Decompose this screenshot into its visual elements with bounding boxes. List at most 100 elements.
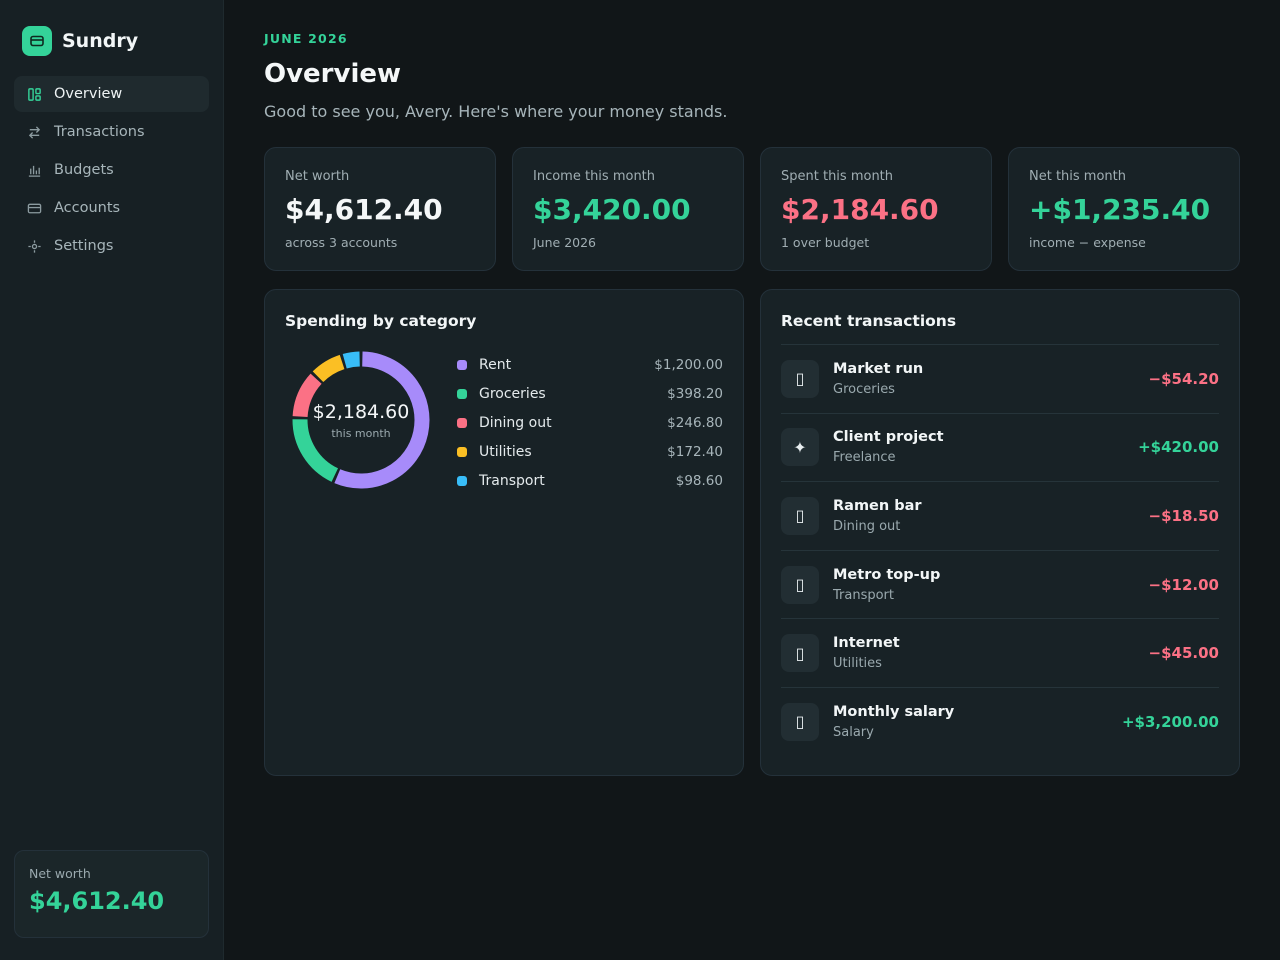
stat-label: Income this month <box>533 169 656 184</box>
stat-value: $3,420.00 <box>533 193 691 226</box>
brand[interactable]: Sundry <box>22 26 138 56</box>
transaction-name: Ramen bar <box>833 497 922 514</box>
legend-amount: $1,200.00 <box>654 356 723 373</box>
settings-icon <box>26 238 42 254</box>
overview-icon <box>26 86 42 102</box>
sidebar-item-overview[interactable]: Overview <box>14 76 209 112</box>
sidebar-item-settings[interactable]: Settings <box>14 228 209 264</box>
spending-panel: Spending by category $2,184.60 this mont… <box>264 289 744 776</box>
stat-note: 1 over budget <box>781 235 870 250</box>
stat-card-spent: Spent this month $2,184.60 1 over budget <box>760 147 992 271</box>
transaction-row[interactable]: ▯ Ramen bar Dining out −$18.50 <box>781 481 1219 550</box>
transaction-row[interactable]: ▯ Metro top-up Transport −$12.00 <box>781 549 1219 619</box>
transactions-icon <box>26 124 42 140</box>
legend-swatch <box>457 447 467 458</box>
donut-center: $2,184.60 this month <box>289 348 433 492</box>
stat-card-income: Income this month $3,420.00 June 2026 <box>512 147 744 271</box>
sidebar-net-worth-card: Net worth $4,612.40 <box>14 850 209 938</box>
donut-caption: this month <box>331 426 391 440</box>
transaction-name: Client project <box>833 429 944 446</box>
legend-item: Transport $98.60 <box>457 467 723 496</box>
page-eyebrow: JUNE 2026 <box>264 31 348 46</box>
stat-note: across 3 accounts <box>285 235 398 250</box>
legend-amount: $246.80 <box>667 414 723 431</box>
sidebar-item-accounts[interactable]: Accounts <box>14 190 209 226</box>
stat-note: June 2026 <box>533 235 597 250</box>
transaction-text: Internet Utilities <box>833 635 1149 671</box>
donut-slice-transport[interactable] <box>342 351 361 369</box>
sidebar-item-label: Transactions <box>54 124 145 140</box>
sidebar-nav: Overview Transactions Budgets Accounts S… <box>14 76 209 266</box>
legend-swatch <box>457 359 467 370</box>
donut-slice-dining-out[interactable] <box>292 373 322 418</box>
transaction-row[interactable]: ▯ Monthly salary Salary +$3,200.00 <box>781 686 1219 756</box>
transaction-amount: −$12.00 <box>1148 575 1219 594</box>
sidebar-item-budgets[interactable]: Budgets <box>14 152 209 188</box>
donut-total: $2,184.60 <box>312 400 410 423</box>
stat-value: $2,184.60 <box>781 193 939 226</box>
stat-card-net-month: Net this month +$1,235.40 income − expen… <box>1008 147 1240 271</box>
transaction-text: Ramen bar Dining out <box>833 498 1149 534</box>
cart-icon: ▯ <box>781 359 819 398</box>
transaction-category: Dining out <box>833 518 901 534</box>
transaction-amount: −$54.20 <box>1148 369 1219 388</box>
stat-label: Spent this month <box>781 169 894 184</box>
transaction-text: Metro top-up Transport <box>833 567 1149 603</box>
stat-note: income − expense <box>1029 235 1146 250</box>
legend-label: Groceries <box>479 385 546 402</box>
wifi-icon: ▯ <box>781 634 819 673</box>
transaction-text: Monthly salary Salary <box>833 704 1122 740</box>
donut-slice-rent[interactable] <box>334 351 430 489</box>
donut-slice-utilities[interactable] <box>312 354 345 383</box>
transaction-name: Metro top-up <box>833 566 941 583</box>
spending-legend: Rent $1,200.00 Groceries $398.20 Dining out $… <box>457 350 723 496</box>
legend-amount: $398.20 <box>667 385 723 402</box>
legend-amount: $172.40 <box>667 444 723 461</box>
spending-donut-chart <box>292 351 430 489</box>
transaction-row[interactable]: ▯ Market run Groceries −$54.20 <box>781 344 1219 413</box>
spending-title: Spending by category <box>285 312 477 330</box>
wallet-icon: ▯ <box>781 702 819 741</box>
sidebar-item-label: Budgets <box>54 162 114 178</box>
transaction-amount: −$18.50 <box>1148 506 1219 525</box>
transactions-title: Recent transactions <box>781 312 957 330</box>
transaction-category: Utilities <box>833 656 882 672</box>
stat-value: $4,612.40 <box>285 193 443 226</box>
legend-label: Dining out <box>479 414 552 431</box>
transactions-list: ▯ Market run Groceries −$54.20 ✦ Client proje… <box>781 344 1219 756</box>
sidebar-item-label: Accounts <box>54 200 121 216</box>
sidebar-item-label: Overview <box>54 86 123 102</box>
legend-item: Utilities $172.40 <box>457 438 723 467</box>
sidebar-item-transactions[interactable]: Transactions <box>14 114 209 150</box>
sidebar-item-label: Settings <box>54 238 114 254</box>
accounts-icon <box>26 200 42 216</box>
legend-label: Transport <box>479 473 545 490</box>
transaction-category: Salary <box>833 724 874 740</box>
transactions-panel: Recent transactions ▯ Market run Groceries… <box>760 289 1240 776</box>
transaction-category: Freelance <box>833 450 896 466</box>
legend-swatch <box>457 476 467 487</box>
bowl-icon: ▯ <box>781 496 819 535</box>
page-title: Overview <box>264 59 402 89</box>
train-icon: ▯ <box>781 565 819 604</box>
legend-swatch <box>457 388 467 399</box>
transaction-amount: +$3,200.00 <box>1121 712 1219 731</box>
transaction-category: Groceries <box>833 381 895 397</box>
stat-label: Net this month <box>1029 169 1126 184</box>
sidebar: Sundry Overview Transactions Budgets Acc… <box>0 0 224 960</box>
stat-card-net-worth: Net worth $4,612.40 across 3 accounts <box>264 147 496 271</box>
sidebar-net-worth-label: Net worth <box>29 866 91 881</box>
legend-label: Utilities <box>479 444 532 461</box>
transaction-amount: +$420.00 <box>1138 438 1219 457</box>
transaction-category: Transport <box>833 587 895 603</box>
wallet-logo-icon <box>22 26 52 56</box>
transaction-name: Market run <box>833 360 924 377</box>
transaction-row[interactable]: ▯ Internet Utilities −$45.00 <box>781 618 1219 687</box>
donut-slice-groceries[interactable] <box>292 419 339 482</box>
brand-name: Sundry <box>62 30 139 52</box>
transaction-row[interactable]: ✦ Client project Freelance +$420.00 <box>781 412 1219 482</box>
stat-value: +$1,235.40 <box>1029 193 1211 226</box>
transaction-text: Market run Groceries <box>833 361 1149 397</box>
legend-item: Dining out $246.80 <box>457 408 723 437</box>
page-subtitle: Good to see you, Avery. Here's where you… <box>264 102 728 121</box>
